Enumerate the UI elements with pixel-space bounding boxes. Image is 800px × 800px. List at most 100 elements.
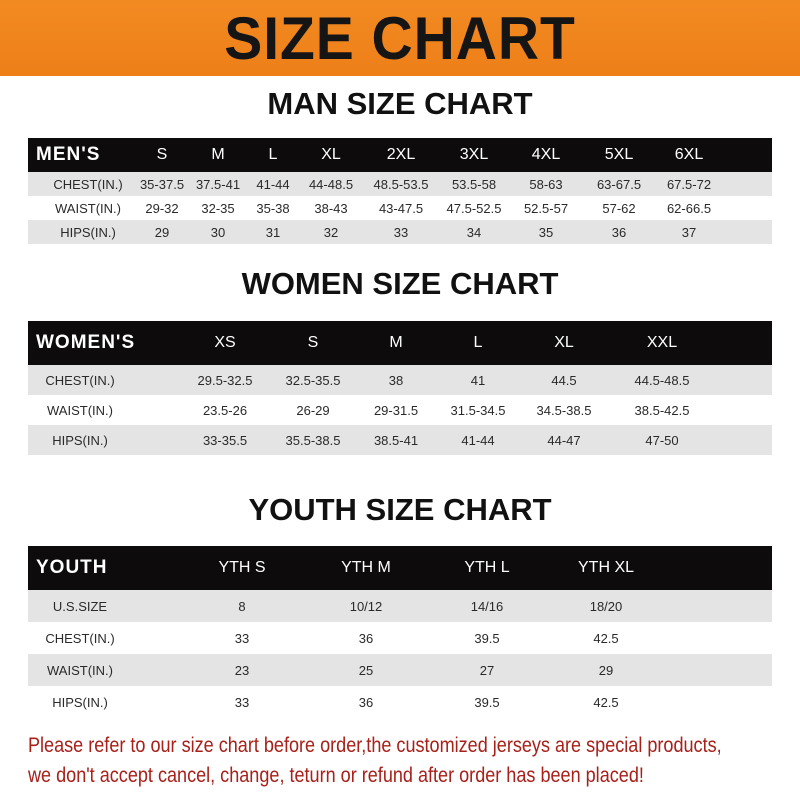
table-cell: 37.5-41 (195, 176, 241, 192)
table-cell: 33 (393, 224, 409, 240)
size-header: XS (214, 334, 236, 351)
title-banner: SIZE CHART (0, 0, 800, 76)
table-cell: 33-35.5 (202, 432, 248, 448)
table-cell: 42.5 (593, 630, 619, 646)
men-table-label: MEN'S (36, 144, 101, 165)
table-cell: 38-43 (314, 200, 348, 216)
table-cell: 57-62 (602, 200, 636, 216)
table-row: HIPS(IN.) 33-35.5 35.5-38.5 38.5-41 41-44 44-… (28, 425, 772, 455)
table-cell: 8 (238, 598, 246, 614)
size-header: 4XL (531, 146, 561, 163)
table-cell: 41 (470, 372, 486, 388)
table-cell: 33 (234, 630, 250, 646)
table-cell: 39.5 (474, 694, 500, 710)
table-cell: 32.5-35.5 (285, 372, 341, 388)
table-cell: 67.5-72 (666, 176, 712, 192)
table-cell: 35 (538, 224, 554, 240)
table-row: CHEST(IN.) 33 36 39.5 42.5 (28, 622, 772, 654)
table-cell: 29.5-32.5 (197, 372, 253, 388)
table-cell: 18/20 (589, 598, 623, 614)
size-header: L (268, 146, 278, 163)
table-cell: 35-38 (256, 200, 290, 216)
men-section-title: MAN SIZE CHART (267, 86, 533, 121)
table-cell: 44.5-48.5 (634, 372, 690, 388)
table-row: WAIST(IN.) 29-32 32-35 35-38 38-43 43-47.5 47.… (28, 196, 772, 220)
size-header: YTH XL (577, 559, 635, 576)
women-header-row: WOMEN'S XS S M L XL XXL (28, 321, 772, 365)
table-cell: 29-32 (145, 200, 179, 216)
size-header: M (211, 146, 225, 163)
men-header-row: MEN'S S M L XL 2XL 3XL 4XL 5XL 6XL (28, 138, 772, 172)
size-header: 2XL (386, 146, 416, 163)
table-cell: 44-47 (547, 432, 581, 448)
table-row: WAIST(IN.) 23.5-26 26-29 29-31.5 31.5-34.5 34… (28, 395, 772, 425)
table-row: WAIST(IN.) 23 25 27 29 (28, 654, 772, 686)
table-cell: 38 (388, 372, 404, 388)
table-row: CHEST(IN.) 29.5-32.5 32.5-35.5 38 41 44.5 44.5… (28, 365, 772, 395)
table-cell: 44.5 (551, 372, 577, 388)
measurement-label: U.S.SIZE (52, 598, 108, 614)
measurement-label: WAIST(IN.) (47, 402, 113, 418)
table-cell: 36 (358, 694, 374, 710)
table-cell: 38.5-42.5 (634, 402, 690, 418)
table-cell: 26-29 (296, 402, 330, 418)
table-cell: 42.5 (593, 694, 619, 710)
measurement-label: CHEST(IN.) (45, 630, 115, 646)
notice-line-1: Please refer to our size chart before or… (28, 734, 722, 757)
table-cell: 39.5 (474, 630, 500, 646)
size-header: 6XL (674, 146, 704, 163)
table-cell: 52.5-57 (523, 200, 569, 216)
youth-header-row: YOUTH YTH S YTH M YTH L YTH XL (28, 546, 772, 590)
table-cell: 37 (681, 224, 697, 240)
table-row: HIPS(IN.) 29 30 31 32 33 34 35 36 37 (28, 220, 772, 244)
table-cell: 29 (154, 224, 170, 240)
measurement-label: CHEST(IN.) (53, 176, 123, 192)
table-cell: 36 (611, 224, 627, 240)
size-header: YTH M (341, 559, 391, 576)
table-cell: 29 (598, 662, 614, 678)
table-cell: 62-66.5 (666, 200, 712, 216)
table-cell: 35.5-38.5 (285, 432, 341, 448)
size-header: XL (321, 146, 341, 163)
table-cell: 58-63 (529, 176, 563, 192)
table-cell: 44-48.5 (308, 176, 354, 192)
size-header: XL (554, 334, 574, 351)
size-header: XXL (646, 334, 678, 351)
table-cell: 30 (210, 224, 226, 240)
table-cell: 27 (479, 662, 495, 678)
youth-section-title: YOUTH SIZE CHART (248, 492, 552, 527)
measurement-label: WAIST(IN.) (47, 662, 113, 678)
table-cell: 41-44 (461, 432, 495, 448)
table-cell: 53.5-58 (451, 176, 497, 192)
table-cell: 29-31.5 (373, 402, 419, 418)
women-table-label: WOMEN'S (36, 332, 136, 353)
table-cell: 23 (234, 662, 250, 678)
notice-line-2: we don't accept cancel, change, teturn o… (28, 764, 644, 787)
table-cell: 25 (358, 662, 374, 678)
table-cell: 32 (323, 224, 339, 240)
size-header: 3XL (459, 146, 489, 163)
table-cell: 47-50 (645, 432, 679, 448)
measurement-label: HIPS(IN.) (52, 432, 108, 448)
men-size-table: MEN'S S M L XL 2XL 3XL 4XL 5XL 6XL CHEST(IN.) 35-37… (28, 138, 772, 244)
table-cell: 38.5-41 (373, 432, 419, 448)
measurement-label: CHEST(IN.) (45, 372, 115, 388)
youth-table-label: YOUTH (36, 557, 108, 578)
table-cell: 41-44 (256, 176, 290, 192)
table-cell: 47.5-52.5 (446, 200, 502, 216)
size-header: M (389, 334, 403, 351)
table-cell: 31 (265, 224, 281, 240)
table-cell: 14/16 (470, 598, 504, 614)
page-title: SIZE CHART (224, 4, 576, 72)
table-cell: 43-47.5 (378, 200, 424, 216)
table-cell: 23.5-26 (202, 402, 248, 418)
table-cell: 10/12 (349, 598, 383, 614)
women-section-title: WOMEN SIZE CHART (241, 266, 559, 301)
table-cell: 63-67.5 (596, 176, 642, 192)
measurement-label: WAIST(IN.) (55, 200, 121, 216)
table-cell: 48.5-53.5 (373, 176, 429, 192)
size-header: L (473, 334, 483, 351)
size-header: 5XL (604, 146, 634, 163)
measurement-label: HIPS(IN.) (52, 694, 108, 710)
women-size-table: WOMEN'S XS S M L XL XXL CHEST(IN.) 29.5-32.5 32.5… (28, 321, 772, 455)
